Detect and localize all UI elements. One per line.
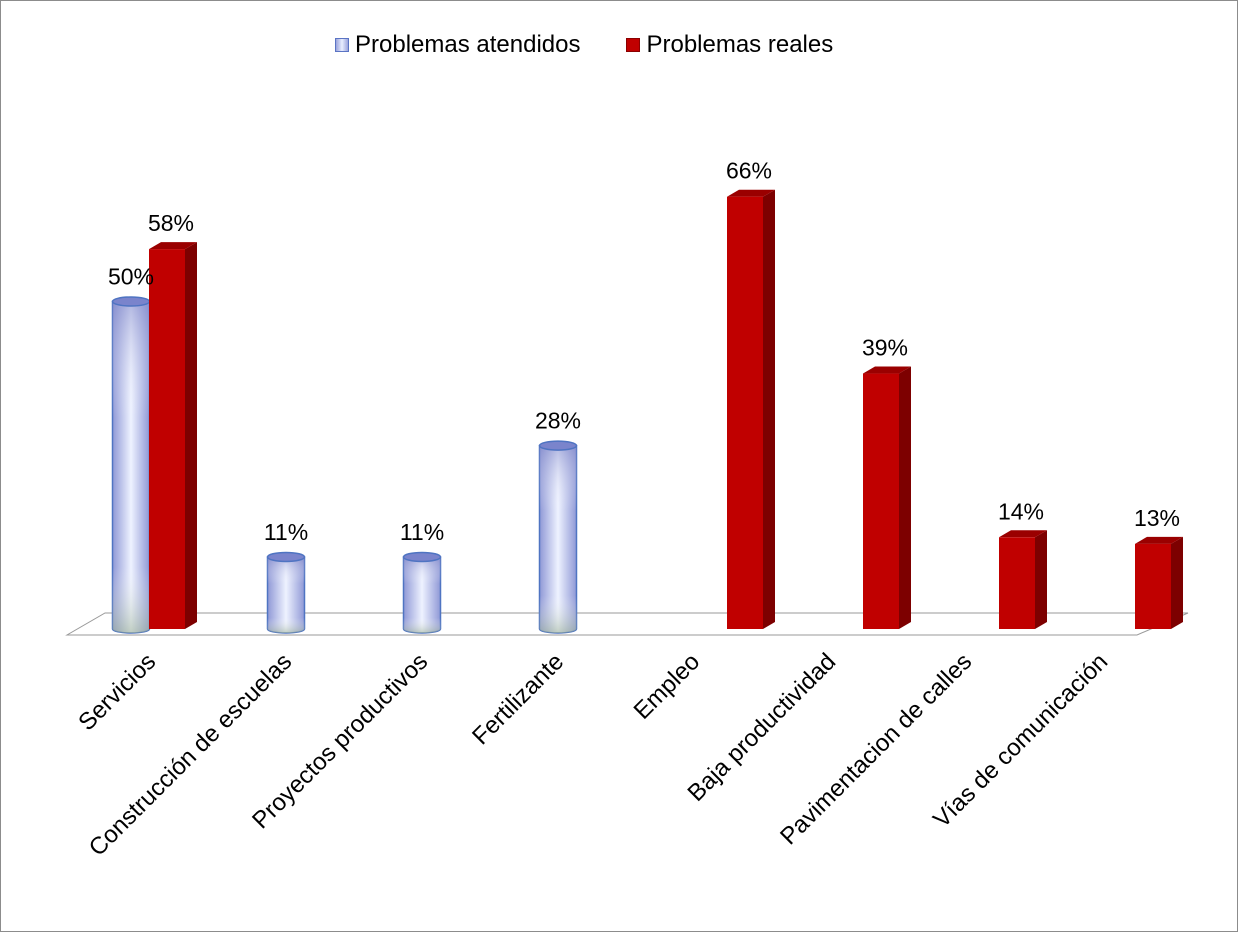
legend-item-atendidos: Problemas atendidos	[335, 31, 580, 59]
legend-label-atendidos: Problemas atendidos	[355, 31, 581, 58]
data-label-atendidos: 11%	[400, 519, 444, 545]
bar-atendidos	[402, 551, 442, 634]
bar-reales	[863, 366, 911, 629]
bar-reales	[149, 242, 197, 629]
x-tick-label: Baja productividad	[683, 648, 842, 807]
bar-atendidos	[111, 296, 151, 634]
bar-reales	[1135, 536, 1183, 629]
data-label-reales: 14%	[998, 498, 1044, 524]
x-tick-label: Fertilizante	[467, 648, 569, 750]
x-tick-label: Empleo	[629, 648, 706, 725]
data-label-atendidos: 28%	[535, 408, 581, 434]
legend-swatch-reales	[626, 38, 641, 52]
bar-reales	[999, 530, 1047, 629]
data-label-reales: 58%	[148, 210, 194, 236]
data-label-reales: 66%	[726, 158, 772, 184]
x-tick-label: Servicios	[73, 648, 161, 736]
legend-swatch-atendidos	[335, 38, 349, 52]
bar-reales	[727, 189, 775, 629]
data-label-reales: 13%	[1134, 505, 1180, 531]
bar-atendidos	[538, 440, 578, 634]
data-label-atendidos: 50%	[108, 264, 154, 290]
chart-legend: Problemas atendidos Problemas reales	[335, 31, 879, 59]
legend-label-reales: Problemas reales	[646, 31, 834, 58]
data-label-atendidos: 11%	[264, 519, 308, 545]
data-label-reales: 39%	[862, 335, 908, 361]
bar-atendidos	[266, 551, 306, 634]
legend-item-reales: Problemas reales	[626, 31, 833, 59]
